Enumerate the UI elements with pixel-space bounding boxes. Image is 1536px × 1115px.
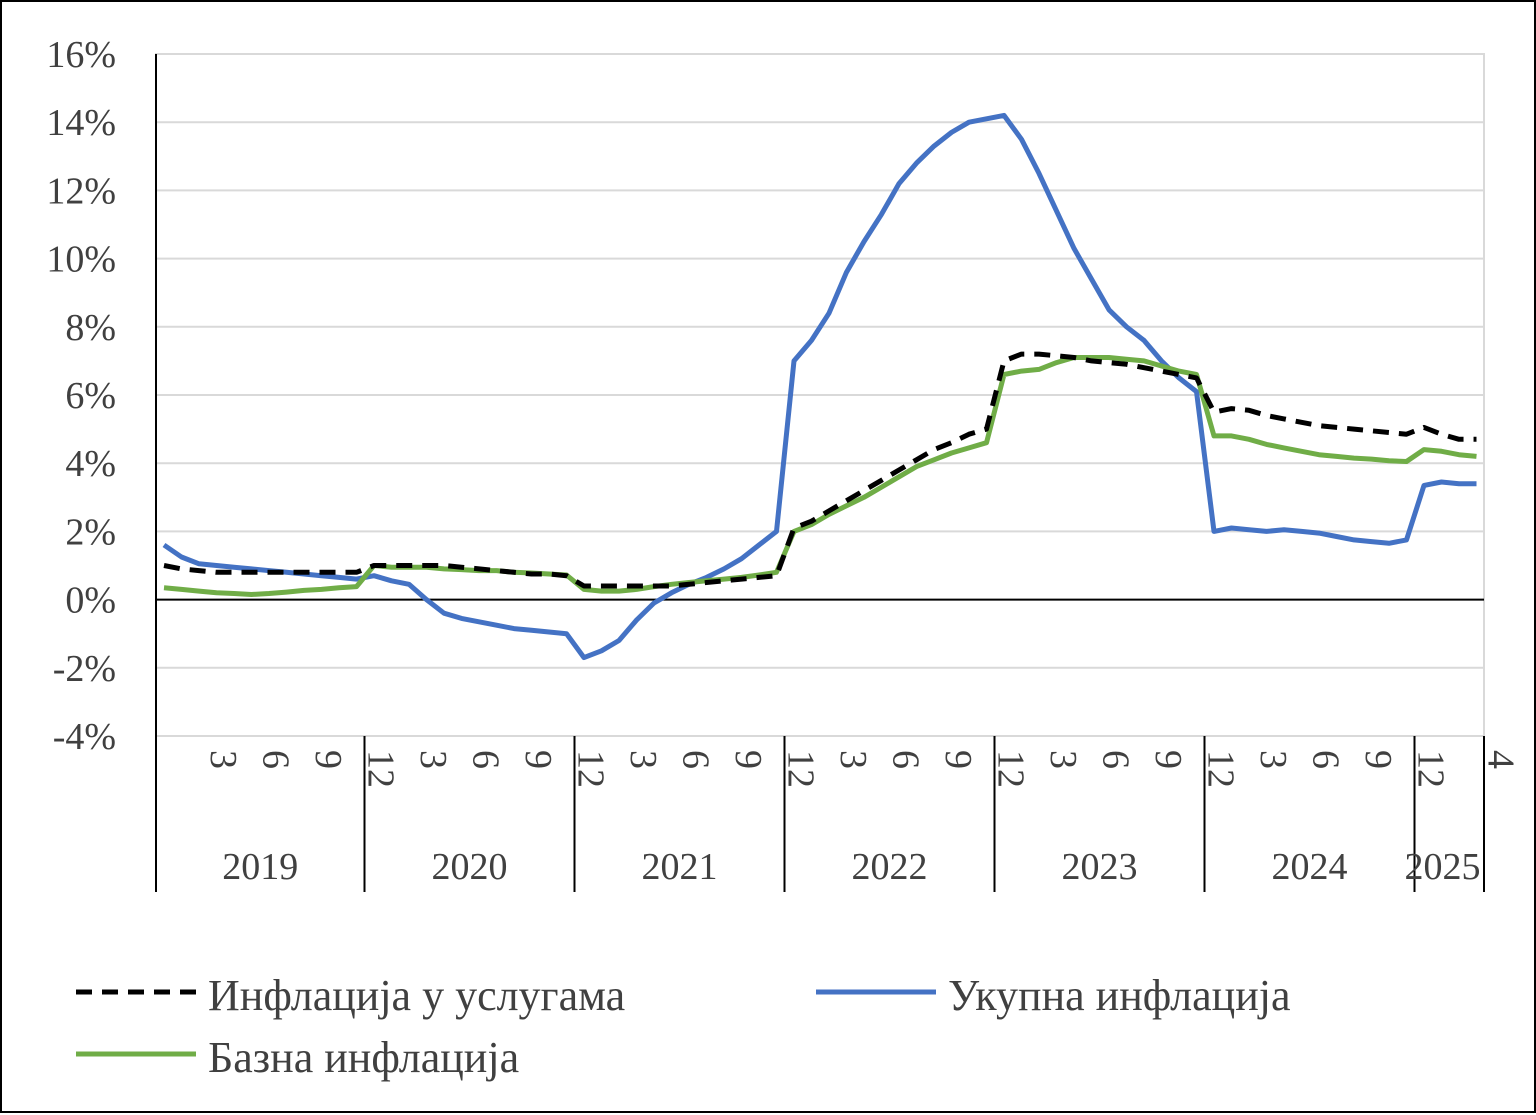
y-tick-label: 10% <box>46 239 116 281</box>
x-tick-label: 6 <box>465 750 507 769</box>
x-tick-label: 9 <box>937 750 979 769</box>
x-tick-label: 6 <box>255 750 297 769</box>
x-tick-label: 9 <box>307 750 349 769</box>
y-tick-label: 8% <box>65 307 116 349</box>
x-tick-label: 6 <box>885 750 927 769</box>
y-tick-label: 14% <box>46 102 116 144</box>
x-tick-label: 9 <box>1357 750 1399 769</box>
year-label: 2020 <box>432 846 508 888</box>
x-tick-label: 6 <box>1095 750 1137 769</box>
x-tick-label: 3 <box>832 750 874 769</box>
gridlines <box>155 53 1485 737</box>
x-tick-label: 6 <box>675 750 717 769</box>
y-tick-label: 2% <box>65 511 116 553</box>
x-tick-label: 3 <box>1252 750 1294 769</box>
axes: -4%-2%0%2%4%6%8%10%12%14%16%3 6 9 12 3 6 9 12 3 6… <box>46 34 1522 892</box>
legend-item: Базна инфлација <box>76 1033 519 1082</box>
x-tick-label: 12 <box>1410 750 1452 788</box>
x-tick-label: 4 <box>1480 750 1522 769</box>
x-tick-label: 3 <box>412 750 454 769</box>
x-tick-label: 9 <box>517 750 559 769</box>
y-tick-label: -4% <box>53 716 116 758</box>
x-tick-label: 12 <box>570 750 612 788</box>
legend-item: Инфлација у услугама <box>76 971 625 1020</box>
year-label: 2019 <box>222 846 298 888</box>
year-label: 2022 <box>852 846 928 888</box>
x-tick-label: 3 <box>1042 750 1084 769</box>
y-tick-label: 6% <box>65 375 116 417</box>
x-tick-label: 12 <box>1200 750 1242 788</box>
legend: Инфлација у услугама Укупна инфлација Базн… <box>76 971 1291 1082</box>
x-tick-label: 9 <box>1147 750 1189 769</box>
x-tick-label: 3 <box>622 750 664 769</box>
x-tick-label: 9 <box>727 750 769 769</box>
year-label: 2024 <box>1272 846 1348 888</box>
y-tick-label: 0% <box>65 580 116 622</box>
legend-label: Инфлација у услугама <box>208 971 625 1020</box>
y-tick-label: 16% <box>46 34 116 76</box>
series-line-1 <box>163 351 1477 589</box>
y-tick-label: -2% <box>53 648 116 690</box>
legend-label: Базна инфлација <box>208 1033 519 1082</box>
year-label: 2025 <box>1405 846 1481 888</box>
x-tick-label: 3 <box>202 750 244 769</box>
x-tick-label: 12 <box>990 750 1032 788</box>
legend-item: Укупна инфлација <box>816 971 1291 1020</box>
y-tick-label: 12% <box>46 170 116 212</box>
legend-label: Укупна инфлација <box>948 971 1291 1020</box>
series-line-3 <box>163 355 1477 597</box>
year-label: 2021 <box>642 846 718 888</box>
x-tick-label: 12 <box>780 750 822 788</box>
year-label: 2023 <box>1062 846 1138 888</box>
series-lines <box>162 112 1477 661</box>
y-tick-label: 4% <box>65 443 116 485</box>
x-tick-label: 6 <box>1305 750 1347 769</box>
x-tick-label: 12 <box>360 750 402 788</box>
series-line-2 <box>162 112 1477 661</box>
